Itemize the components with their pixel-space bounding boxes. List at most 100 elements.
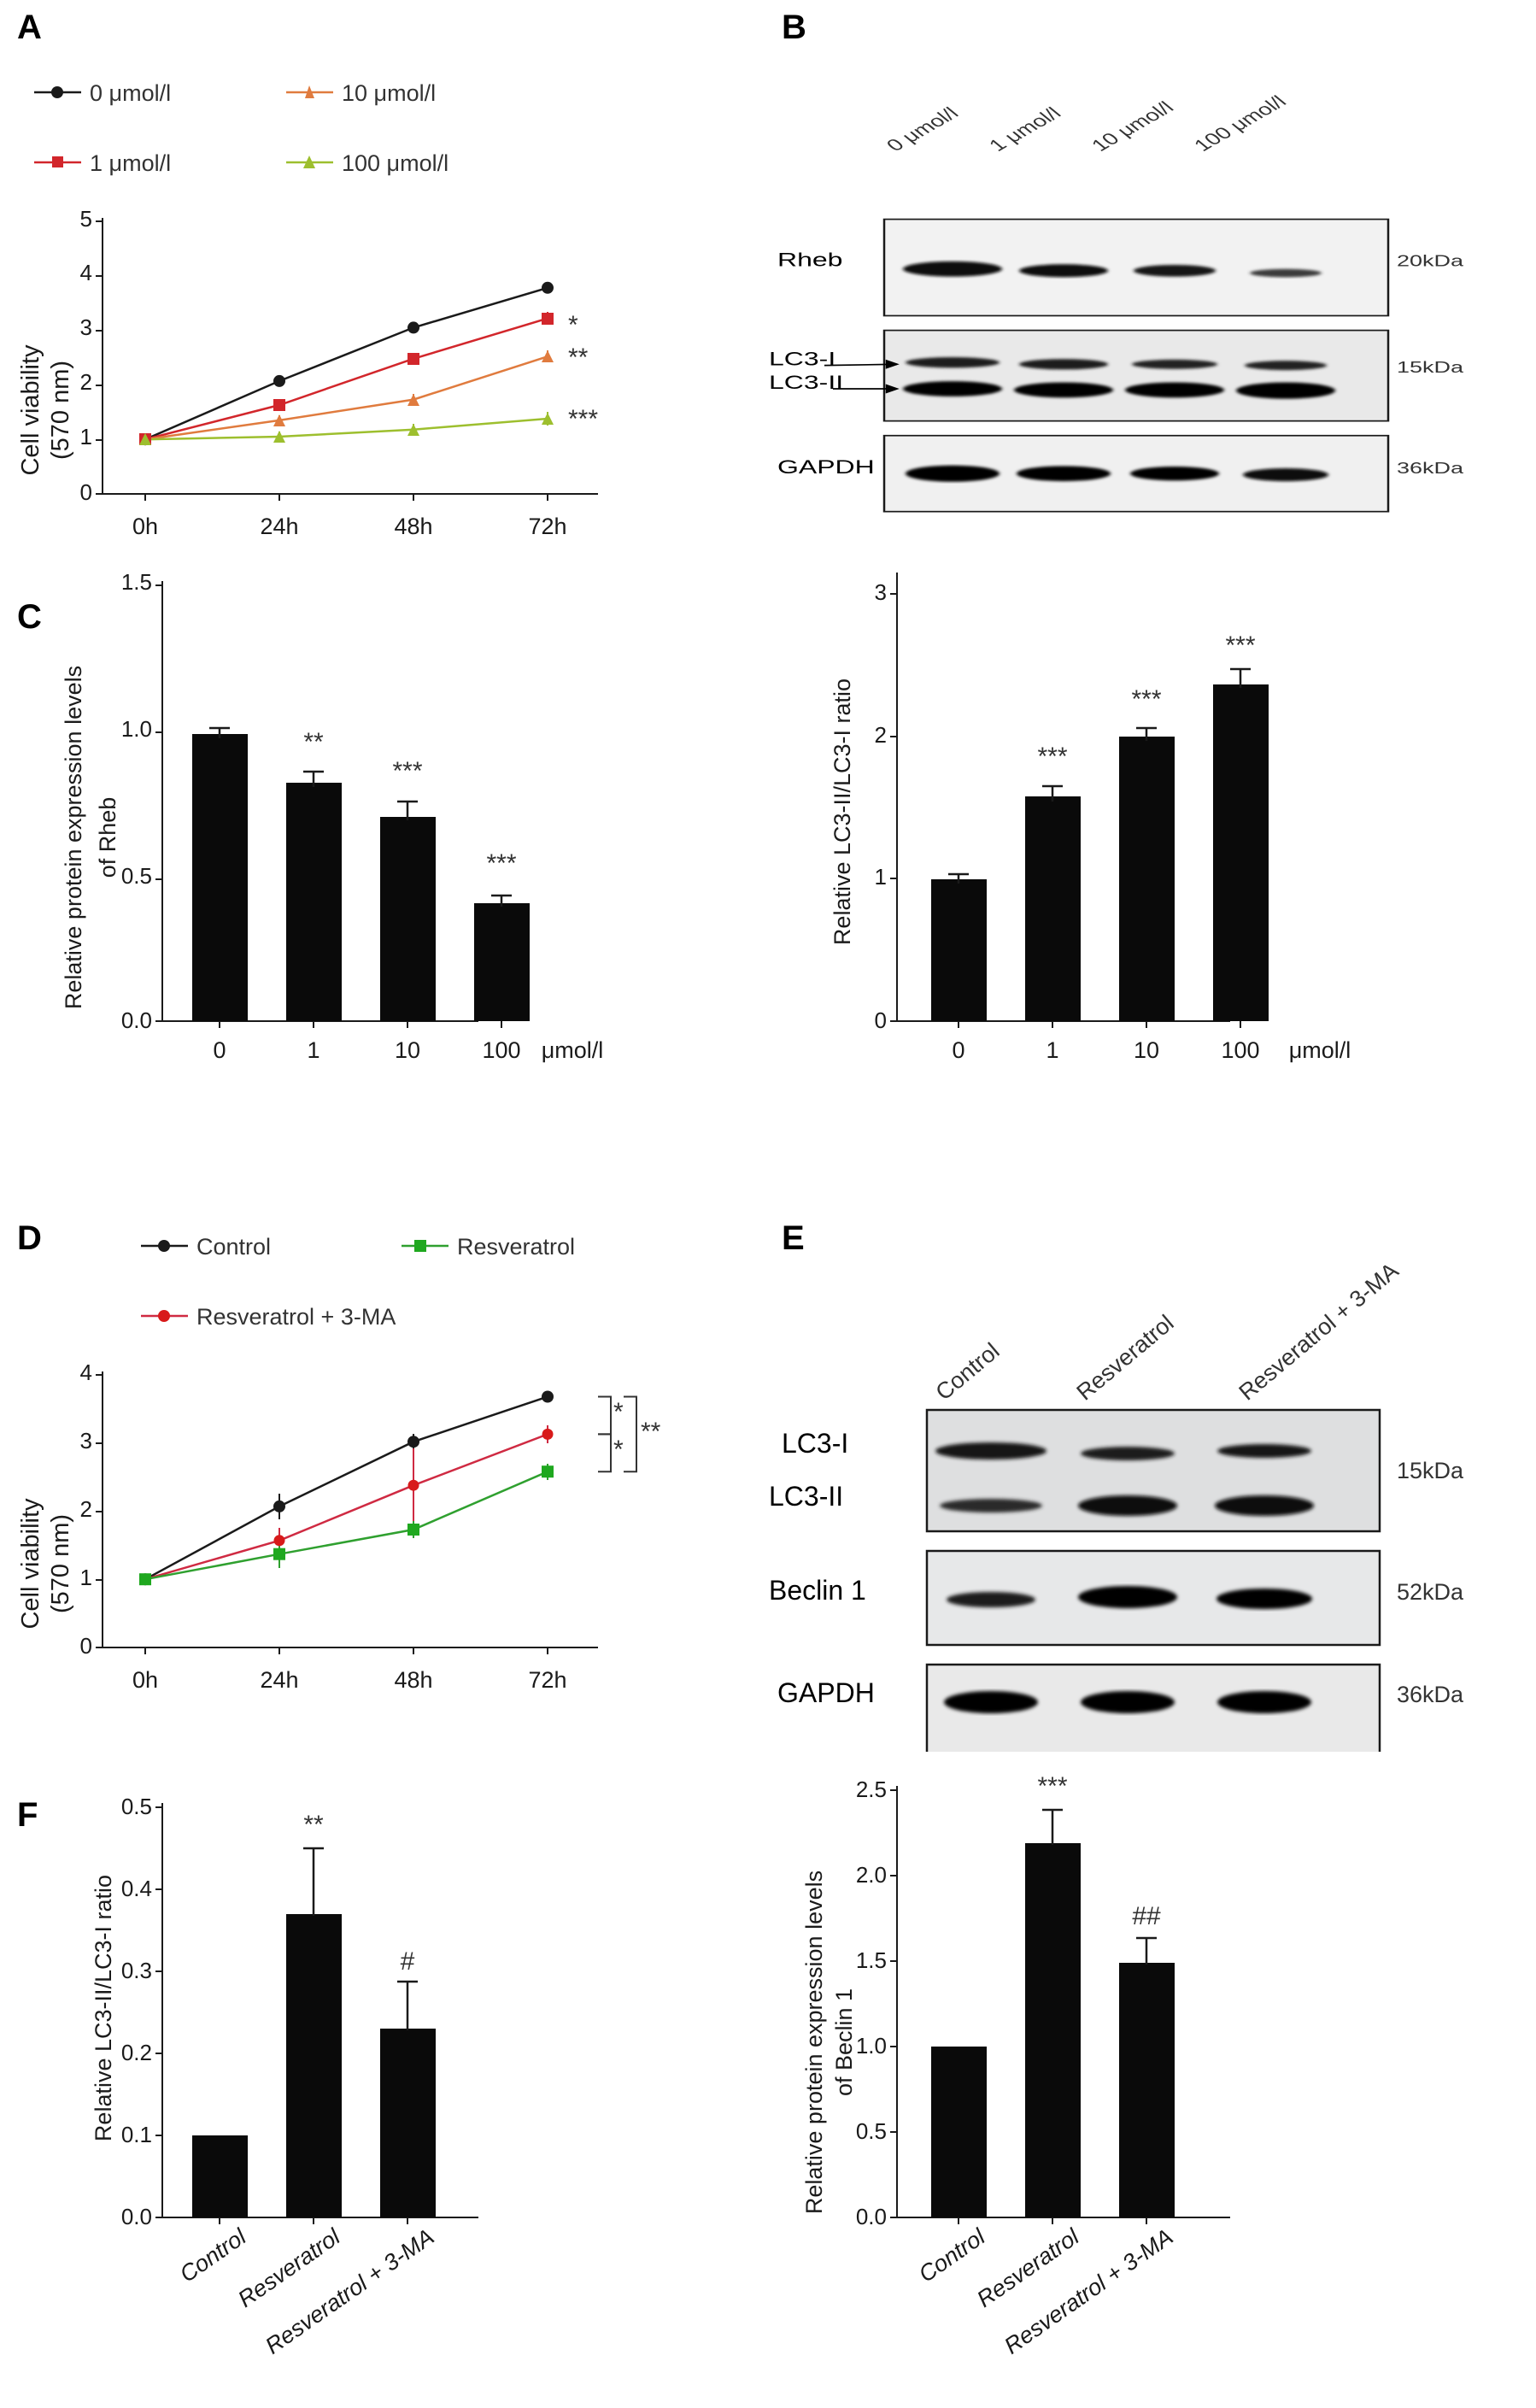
svg-text:2: 2 xyxy=(875,722,887,748)
svg-text:0 μmol/l: 0 μmol/l xyxy=(90,80,171,106)
svg-text:0: 0 xyxy=(875,1007,887,1033)
svg-text:10: 10 xyxy=(1134,1037,1159,1063)
svg-text:***: *** xyxy=(1225,631,1255,660)
svg-text:***: *** xyxy=(1131,685,1161,714)
svg-text:0.4: 0.4 xyxy=(121,1876,152,1901)
svg-text:0.0: 0.0 xyxy=(856,2204,887,2229)
svg-text:μmol/l: μmol/l xyxy=(1289,1037,1351,1063)
svg-text:(570 nm): (570 nm) xyxy=(47,361,74,460)
svg-text:10 μmol/l: 10 μmol/l xyxy=(342,80,436,106)
svg-text:Cell viability: Cell viability xyxy=(17,344,44,476)
svg-text:Relative LC3-II/LC3-I ratio: Relative LC3-II/LC3-I ratio xyxy=(830,678,855,945)
svg-text:15kDa: 15kDa xyxy=(1397,1458,1464,1483)
svg-text:Beclin 1: Beclin 1 xyxy=(769,1575,866,1606)
svg-text:LC3-II: LC3-II xyxy=(769,1481,843,1512)
svg-text:LC3-I: LC3-I xyxy=(782,1428,848,1459)
svg-text:Rheb: Rheb xyxy=(777,249,842,270)
svg-text:100: 100 xyxy=(482,1037,520,1063)
svg-text:**: ** xyxy=(641,1418,661,1446)
svg-text:52kDa: 52kDa xyxy=(1397,1579,1464,1605)
svg-text:0.3: 0.3 xyxy=(121,1958,152,1983)
svg-text:4: 4 xyxy=(80,1360,92,1385)
svg-text:*: * xyxy=(613,1398,624,1426)
svg-text:3: 3 xyxy=(875,579,887,605)
svg-text:Control: Control xyxy=(914,2223,990,2288)
svg-text:1.5: 1.5 xyxy=(856,1947,887,1973)
svg-text:1.0: 1.0 xyxy=(856,2033,887,2059)
svg-text:Resveratrol + 3-MA: Resveratrol + 3-MA xyxy=(1000,2223,1177,2358)
svg-text:LC3-II: LC3-II xyxy=(769,372,843,393)
svg-text:GAPDH: GAPDH xyxy=(777,1677,875,1708)
svg-text:24h: 24h xyxy=(260,514,298,539)
svg-text:Resveratrol: Resveratrol xyxy=(1072,1310,1179,1406)
svg-text:3: 3 xyxy=(80,1428,92,1454)
svg-text:0.5: 0.5 xyxy=(121,863,152,889)
svg-text:(570 nm): (570 nm) xyxy=(47,1514,74,1613)
svg-text:0h: 0h xyxy=(132,514,158,539)
svg-text:2.5: 2.5 xyxy=(856,1777,887,1802)
svg-text:36kDa: 36kDa xyxy=(1397,1682,1464,1707)
svg-text:Relative protein expression le: Relative protein expression levels xyxy=(61,666,86,1009)
svg-text:48h: 48h xyxy=(394,1667,432,1693)
svg-text:100: 100 xyxy=(1221,1037,1259,1063)
svg-text:0.0: 0.0 xyxy=(121,1007,152,1033)
svg-text:100 μmol/l: 100 μmol/l xyxy=(342,150,448,176)
svg-text:2.0: 2.0 xyxy=(856,1862,887,1888)
svg-text:0 μmol/l: 0 μmol/l xyxy=(882,104,964,156)
svg-text:Cell viability: Cell viability xyxy=(17,1498,44,1630)
svg-text:Control: Control xyxy=(175,2223,251,2288)
svg-text:1 μmol/l: 1 μmol/l xyxy=(984,104,1066,156)
svg-text:**: ** xyxy=(568,344,589,372)
svg-text:1: 1 xyxy=(80,424,92,449)
svg-text:Relative protein expression le: Relative protein expression levels xyxy=(801,1871,827,2214)
svg-text:2: 2 xyxy=(80,1496,92,1522)
svg-text:of Rheb: of Rheb xyxy=(95,797,120,878)
svg-text:***: *** xyxy=(568,405,598,433)
svg-text:1: 1 xyxy=(307,1037,320,1063)
svg-text:0.1: 0.1 xyxy=(121,2122,152,2147)
svg-text:72h: 72h xyxy=(528,514,566,539)
svg-text:24h: 24h xyxy=(260,1667,298,1693)
svg-text:100 μmol/l: 100 μmol/l xyxy=(1189,92,1292,156)
svg-text:μmol/l: μmol/l xyxy=(542,1037,604,1063)
svg-text:**: ** xyxy=(303,728,324,756)
svg-text:Resveratrol: Resveratrol xyxy=(457,1234,575,1260)
svg-text:#: # xyxy=(401,1947,415,1976)
svg-text:0: 0 xyxy=(952,1037,964,1063)
svg-text:GAPDH: GAPDH xyxy=(777,456,875,478)
svg-text:0.0: 0.0 xyxy=(121,2204,152,2229)
svg-text:0.2: 0.2 xyxy=(121,2040,152,2065)
svg-text:10: 10 xyxy=(395,1037,420,1063)
svg-text:1.5: 1.5 xyxy=(121,569,152,595)
svg-text:0h: 0h xyxy=(132,1667,158,1693)
svg-text:2: 2 xyxy=(80,369,92,395)
svg-text:LC3-I: LC3-I xyxy=(769,349,835,370)
svg-text:##: ## xyxy=(1132,1902,1161,1930)
svg-text:36kDa: 36kDa xyxy=(1397,459,1463,477)
svg-text:0: 0 xyxy=(213,1037,226,1063)
svg-text:10 μmol/l: 10 μmol/l xyxy=(1087,98,1179,156)
svg-text:1: 1 xyxy=(80,1565,92,1590)
svg-text:1 μmol/l: 1 μmol/l xyxy=(90,150,171,176)
svg-text:***: *** xyxy=(392,757,422,785)
svg-text:*: * xyxy=(613,1436,624,1464)
svg-text:1: 1 xyxy=(1046,1037,1058,1063)
svg-text:15kDa: 15kDa xyxy=(1397,358,1463,376)
svg-text:***: *** xyxy=(1037,1772,1067,1800)
svg-text:5: 5 xyxy=(80,206,92,232)
svg-text:***: *** xyxy=(1037,743,1067,771)
svg-text:1.0: 1.0 xyxy=(121,716,152,742)
svg-text:4: 4 xyxy=(80,260,92,285)
svg-text:Resveratrol + 3-MA: Resveratrol + 3-MA xyxy=(261,2223,438,2358)
svg-text:0.5: 0.5 xyxy=(856,2118,887,2144)
svg-text:Resveratrol + 3-MA: Resveratrol + 3-MA xyxy=(196,1304,396,1330)
svg-text:Control: Control xyxy=(196,1234,271,1260)
svg-text:***: *** xyxy=(486,849,516,878)
svg-text:48h: 48h xyxy=(394,514,432,539)
svg-text:72h: 72h xyxy=(528,1667,566,1693)
svg-text:3: 3 xyxy=(80,314,92,340)
svg-text:Resveratrol + 3-MA: Resveratrol + 3-MA xyxy=(1234,1258,1404,1406)
svg-text:Control: Control xyxy=(931,1338,1005,1406)
svg-text:*: * xyxy=(568,311,578,339)
svg-text:Relative LC3-II/LC3-I ratio: Relative LC3-II/LC3-I ratio xyxy=(91,1875,116,2141)
